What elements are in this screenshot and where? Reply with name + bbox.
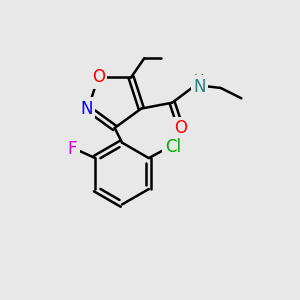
- Text: N: N: [193, 77, 206, 95]
- Text: N: N: [80, 100, 93, 118]
- Text: O: O: [175, 119, 188, 137]
- Text: Cl: Cl: [165, 138, 181, 156]
- Text: O: O: [92, 68, 105, 86]
- Text: H: H: [194, 73, 205, 87]
- Text: F: F: [68, 140, 77, 158]
